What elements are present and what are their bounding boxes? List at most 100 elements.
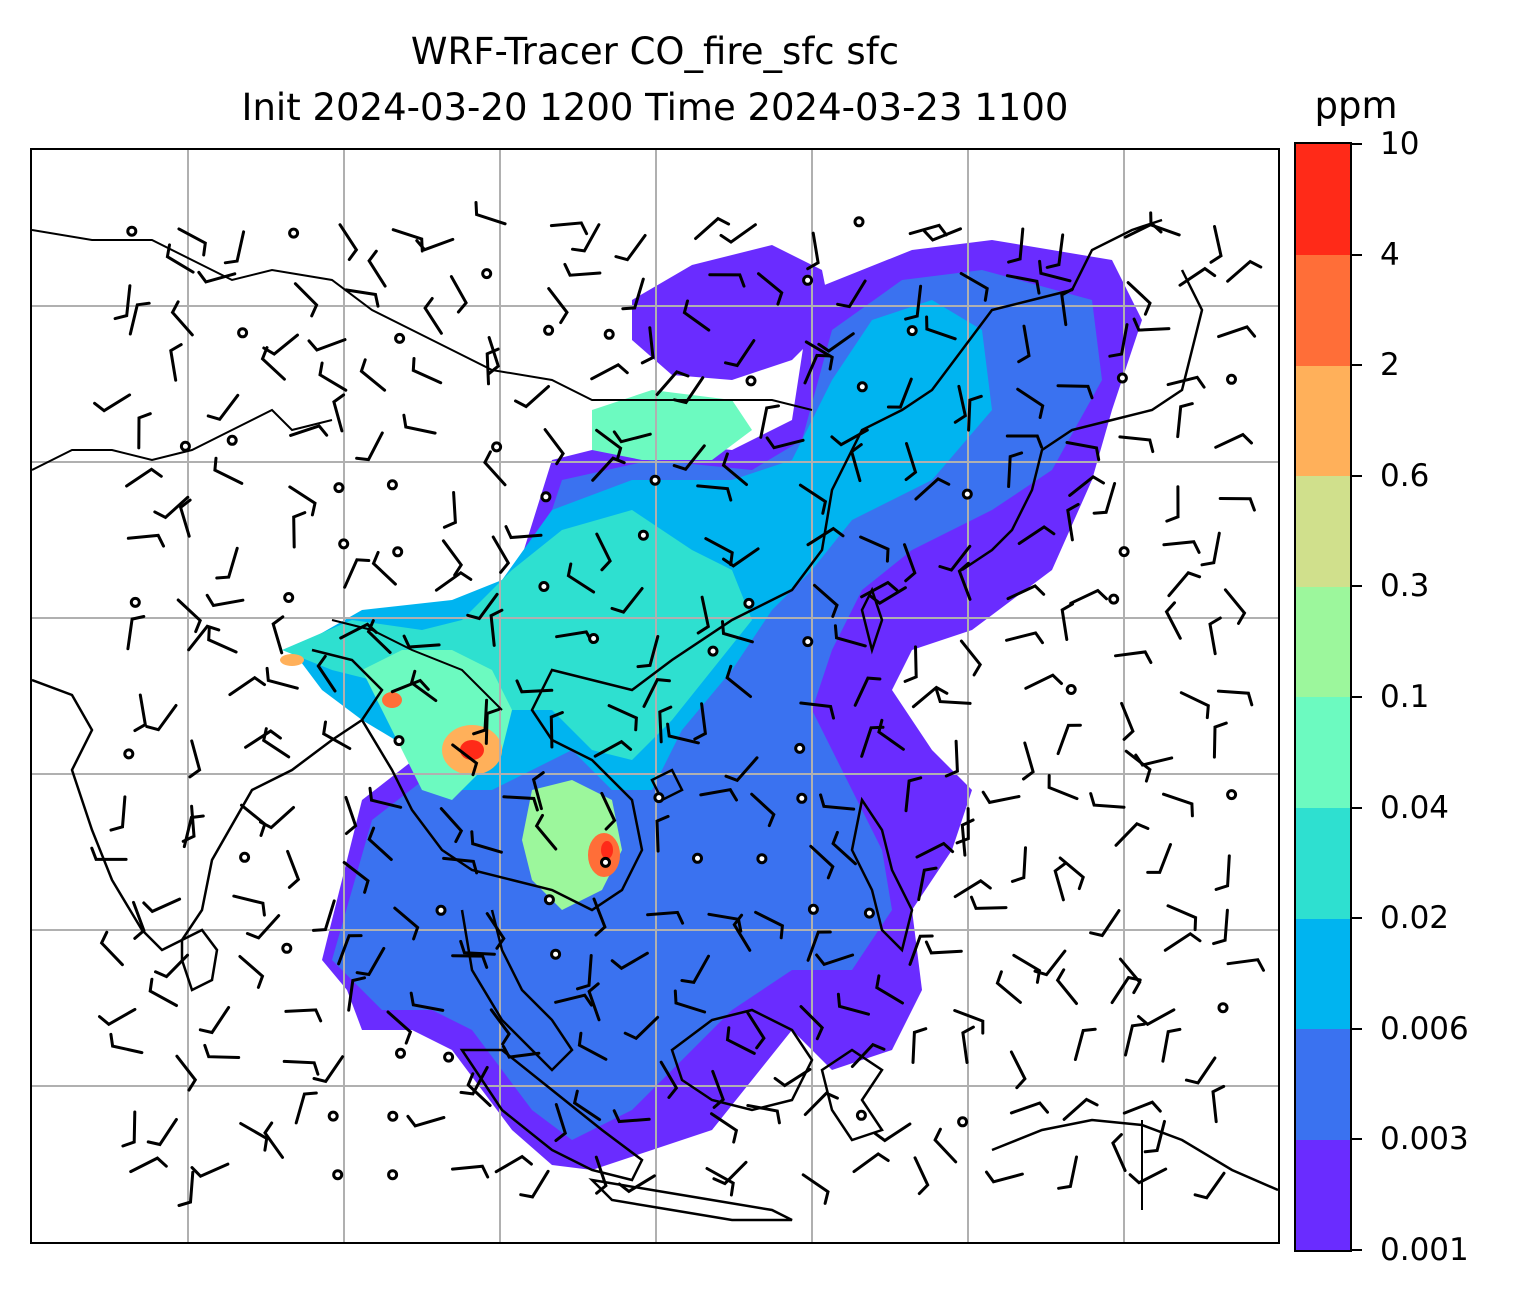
wind-barb [746, 1104, 781, 1125]
wind-barb [223, 230, 246, 265]
calm-wind-circle [443, 1051, 455, 1063]
wind-barb [367, 826, 393, 861]
calm-wind-circle [393, 735, 405, 747]
wind-barb [1166, 904, 1198, 932]
wind-barb [1162, 792, 1194, 818]
wind-barb [502, 1045, 541, 1059]
wind-barb [307, 338, 347, 352]
calm-wind-circle [481, 268, 493, 280]
chart-title-line-1: WRF-Tracer CO_fire_sfc sfc [410, 30, 900, 73]
wind-barb [1217, 325, 1257, 339]
wind-barb [1016, 387, 1045, 419]
wind-barb [1143, 1119, 1166, 1154]
wind-barb [655, 814, 670, 853]
wind-barb [531, 771, 545, 811]
hotspot-5 [382, 692, 402, 708]
wind-barb [985, 1170, 1024, 1184]
wind-barb [316, 654, 337, 693]
wind-barb [1165, 485, 1180, 523]
wind-barb [312, 899, 336, 932]
wind-barb [1178, 266, 1217, 287]
wind-barb [519, 1169, 550, 1199]
wind-barb [1226, 259, 1263, 283]
wind-barb [659, 1060, 679, 1099]
calm-wind-circle [327, 1110, 339, 1122]
wind-barb [1167, 571, 1202, 598]
wind-barb [1200, 531, 1221, 567]
wind-barb [1060, 287, 1074, 327]
map-canvas [32, 150, 1278, 1242]
wind-barb [1033, 949, 1067, 977]
wind-barb [109, 1032, 144, 1055]
wind-barb [125, 467, 163, 488]
wind-barb [368, 786, 403, 809]
wind-barb [859, 535, 890, 563]
wind-barb [228, 675, 266, 697]
wind-barb [732, 913, 752, 952]
wind-barb [343, 558, 371, 589]
wind-barb [944, 739, 959, 778]
wind-barb [238, 955, 265, 989]
calm-wind-circle [707, 645, 719, 657]
wind-barb [1118, 435, 1155, 454]
wind-barb [390, 678, 430, 694]
wind-barb [1069, 588, 1108, 605]
wind-barb [710, 1112, 739, 1144]
wind-barb [1122, 1100, 1162, 1115]
wind-barb [402, 634, 441, 649]
coastline-java [588, 1178, 793, 1222]
wind-barb [806, 231, 820, 271]
wind-barb [801, 1173, 830, 1205]
wind-barb [1017, 324, 1031, 364]
wind-barb [680, 954, 710, 985]
wind-barb [1022, 741, 1035, 781]
wind-barb [1057, 1155, 1078, 1190]
wind-barb [409, 669, 438, 703]
coastline-indochina [360, 218, 1163, 912]
calm-wind-circle [386, 479, 398, 491]
hotspot-4 [601, 841, 613, 859]
wind-barb [682, 299, 711, 332]
calm-wind-circle [692, 852, 703, 864]
wind-barb [98, 1007, 137, 1027]
wind-barb [549, 711, 564, 749]
wind-barb [1209, 225, 1223, 264]
wind-barb [393, 906, 420, 941]
calm-wind-circle [129, 596, 141, 608]
wind-barb [1166, 375, 1206, 389]
wind-barb [466, 1072, 492, 1107]
wind-barb [347, 976, 366, 1012]
coastline-malay [460, 909, 574, 1072]
colorbar-tick-mark [1352, 917, 1362, 920]
wind-barb [953, 878, 992, 899]
wind-barb [1089, 792, 1126, 809]
wind-barb [132, 900, 146, 940]
wind-barb [658, 705, 673, 744]
wind-barb [409, 991, 445, 1012]
wind-barb [484, 708, 501, 745]
wind-barb [694, 216, 731, 240]
calm-wind-circle [283, 592, 295, 603]
wind-barb [924, 940, 963, 955]
wind-barb [873, 1122, 912, 1143]
colorbar-tick-mark [1352, 1249, 1362, 1251]
wind-barb [489, 1008, 511, 1046]
wind-barb [244, 729, 282, 749]
calm-wind-circle [796, 792, 808, 804]
wind-barb [636, 635, 660, 669]
wind-barb [724, 339, 756, 368]
wind-barb [642, 678, 671, 708]
wind-barb [1058, 856, 1085, 891]
wind-barb [554, 993, 593, 1007]
calm-wind-circle [637, 529, 649, 541]
calm-wind-circle [126, 225, 138, 237]
wind-barb [593, 739, 633, 758]
wind-barb [203, 1043, 241, 1059]
wind-barb [175, 1054, 198, 1092]
wind-barb [198, 1006, 231, 1035]
calm-wind-circle [387, 1169, 399, 1181]
wind-barb [612, 1109, 651, 1124]
wind-barb [109, 795, 127, 832]
wind-barb [439, 807, 464, 844]
wind-barb [459, 1066, 489, 1096]
